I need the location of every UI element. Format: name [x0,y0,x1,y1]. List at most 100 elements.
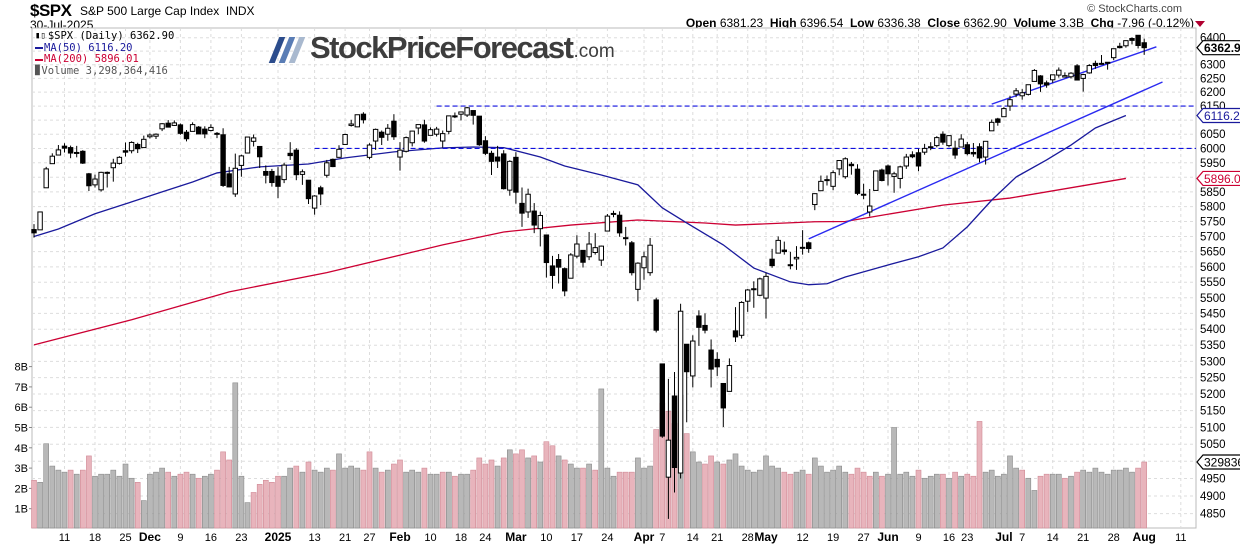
candle [982,140,989,165]
candle [1135,34,1141,49]
candle-body-up [336,148,342,158]
candle [110,158,116,182]
high-label: High [769,16,797,30]
candle [781,241,787,255]
candle [751,281,757,308]
date-tick-label: 24 [601,532,613,544]
candle-body-down [549,265,556,276]
candle-body-down [379,131,385,138]
candle [275,167,281,199]
date-tick-label: 21 [1077,532,1089,544]
candle-body-up [946,135,952,147]
candle-body-up [873,170,879,191]
candle [976,143,983,163]
price-tick-label: 6250 [1200,73,1226,85]
candle [537,211,543,247]
volume-tick-label: 3B [15,463,28,475]
candle-body-down [702,324,708,331]
candle-body-down [806,242,812,250]
price-tick-label: 5050 [1200,439,1226,451]
candle-body-down [476,115,483,146]
chg-value: -7.96 (-0.12%) [1117,16,1194,30]
ma200-tag-box [1196,170,1240,187]
candle [86,172,92,192]
candle-body-down [580,249,586,263]
date-tick-label: 27 [857,532,869,544]
candle [1068,72,1074,79]
volume-bar [238,475,245,529]
date-tick-label: 18 [455,532,467,544]
candle [318,185,324,206]
candle [488,150,495,175]
volume-bar [897,473,904,529]
candle [1086,64,1092,74]
legend-ma200-text: MA(200) 5896.01 [44,53,139,65]
candle [598,245,604,266]
candle-body-up [1025,84,1031,95]
volume-bar [415,471,422,529]
candle-body-down [287,152,293,157]
volume-bar [824,471,830,529]
legend-ma50: MA(50) 6116.20 [35,42,174,55]
volume-bar [317,471,324,529]
candle [433,126,440,137]
candle-body-up [598,245,604,261]
candle-body-down [696,315,702,328]
candle-body-up [1086,65,1092,74]
candle-body-up [1111,48,1117,59]
candle [842,157,848,179]
volume-bar [464,473,470,529]
candle-body-up [433,128,440,135]
candle [269,168,275,187]
candle-body-up [647,244,653,274]
candle-body-up [385,127,391,135]
volume-bar [250,492,257,529]
candle-body-up [342,133,348,145]
volume-bar [689,451,696,529]
legend-price: ▮▯ $SPX (Daily) 6362.90 [35,30,174,43]
candle-body-up [116,156,123,164]
candle [964,141,970,156]
candle [122,142,129,157]
close-price-tag-text: 6362.90 [1204,41,1240,55]
candle-body-up [415,124,422,129]
candle-body-down [86,173,92,187]
candle [555,254,562,284]
volume-bar [641,467,647,529]
candle [226,166,232,188]
candle-body-up [574,243,580,257]
price-tick-label: 6000 [1200,143,1226,155]
candle-body-down [318,187,324,195]
candle [470,110,476,125]
candle [763,272,769,319]
volume-value: 3.3B [1059,16,1084,30]
candle-body-up [49,155,55,165]
chg-label: Chg [1090,16,1114,30]
candle [1080,73,1086,92]
candle [720,382,726,427]
candle [928,142,934,151]
date-tick-label: 9 [177,532,183,544]
candle-body-down [1074,65,1080,81]
candle [726,358,733,392]
price-tick-label: 5850 [1200,187,1226,199]
volume-bar [1123,467,1129,529]
candle [250,134,257,147]
candle [586,231,592,261]
candle [421,119,428,143]
price-tick-label: 4850 [1200,509,1226,521]
candle-body-up [1031,69,1038,82]
volume-bar [287,467,294,529]
candle [208,124,214,132]
candle-body-down [769,258,775,267]
volume-bar [604,467,611,529]
candle-body-down [269,170,275,184]
date-tick-label: 24 [479,532,491,544]
volume-bar [1092,467,1099,529]
candle-body-up [104,171,110,174]
candle [153,133,159,140]
candle-body-down [1141,42,1147,49]
candle-body-up [1013,90,1019,95]
volume-bar [988,469,995,529]
volume-bar [836,465,843,529]
